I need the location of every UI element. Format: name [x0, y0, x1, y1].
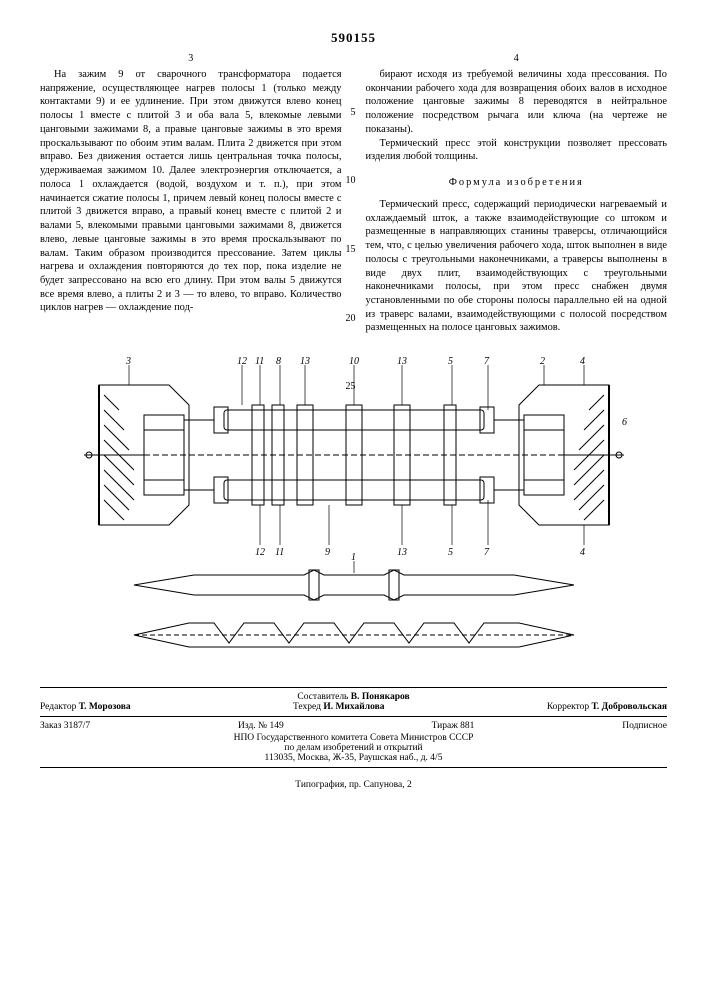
line-num: 15 [346, 243, 356, 256]
tirazh: Тираж 881 [432, 721, 475, 731]
editor-name: Т. Морозова [79, 702, 131, 712]
page-num-right: 4 [514, 52, 519, 65]
technical-drawing: 3 12 11 8 13 10 13 5 7 2 4 6 12 11 9 [74, 355, 634, 665]
right-column: 4 бирают исходя из требуемой величины хо… [366, 68, 668, 335]
footer: Составитель В. Понякаров Редактор Т. Мор… [40, 687, 667, 790]
lbl: 13 [397, 356, 407, 367]
lbl: 10 [349, 356, 359, 367]
lbl: 4 [580, 547, 585, 558]
lbl: 6 [622, 417, 627, 428]
right-p3: Термический пресс, содержащий периодичес… [366, 198, 668, 335]
page-num-left: 3 [188, 52, 193, 65]
line-num: 20 [346, 312, 356, 325]
line-num: 5 [351, 106, 356, 119]
lbl: 12 [237, 356, 247, 367]
lbl: 13 [397, 547, 407, 558]
lbl: 12 [255, 547, 265, 558]
lbl: 7 [484, 356, 490, 367]
left-p1: На зажим 9 от сварочного трансформатора … [40, 68, 342, 315]
formula-title: Формула изобретения [366, 176, 668, 190]
order: Заказ 3187/7 [40, 721, 90, 731]
lbl: 5 [448, 547, 453, 558]
lbl: 2 [540, 356, 545, 367]
lbl: 13 [300, 356, 310, 367]
lbl: 7 [484, 547, 490, 558]
left-column: 3 На зажим 9 от сварочного трансформатор… [40, 68, 342, 335]
text-columns: 3 На зажим 9 от сварочного трансформатор… [40, 68, 667, 335]
compiler-label: Составитель [297, 692, 348, 702]
compiler-name: В. Понякаров [351, 692, 410, 702]
lbl: 5 [448, 356, 453, 367]
typo: Типография, пр. Сапунова, 2 [40, 780, 667, 790]
org2: по делам изобретений и открытий [40, 743, 667, 753]
lbl: 9 [325, 547, 330, 558]
line-num: 25 [346, 380, 356, 393]
figure-area: 3 12 11 8 13 10 13 5 7 2 4 6 12 11 9 [40, 355, 667, 665]
corrector-name: Т. Добровольская [592, 702, 667, 712]
techred-label: Техред [293, 702, 321, 712]
addr: 113035, Москва, Ж-35, Раушская наб., д. … [40, 753, 667, 763]
corrector-label: Корректор [547, 702, 589, 712]
patent-number: 590155 [40, 30, 667, 46]
editor-label: Редактор [40, 702, 76, 712]
org1: НПО Государственного комитета Совета Мин… [40, 733, 667, 743]
lbl: 8 [276, 356, 281, 367]
lbl: 3 [125, 356, 131, 367]
lbl: 4 [580, 356, 585, 367]
techred-name: И. Михайлова [323, 702, 384, 712]
izd: Изд. № 149 [238, 721, 284, 731]
lbl-strip: 1 [351, 552, 356, 563]
line-num: 10 [346, 174, 356, 187]
right-p1: бирают исходя из требуемой величины хода… [366, 68, 668, 137]
lbl: 11 [275, 547, 284, 558]
right-p2: Термический пресс этой конструкции позво… [366, 137, 668, 164]
lbl: 11 [255, 356, 264, 367]
subscr: Подписное [622, 721, 667, 731]
